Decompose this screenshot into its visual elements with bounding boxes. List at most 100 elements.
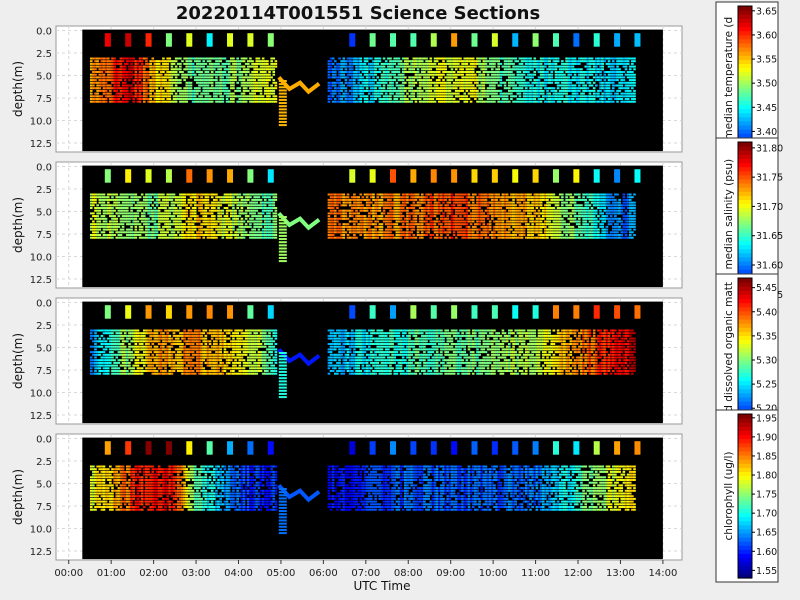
data-cell <box>467 71 471 73</box>
data-cell <box>202 220 206 223</box>
data-cell <box>168 234 172 236</box>
data-cell <box>440 95 443 98</box>
data-cell <box>232 57 235 60</box>
data-cell <box>512 87 515 90</box>
data-cell <box>115 212 119 215</box>
data-cell <box>236 201 239 204</box>
data-cell <box>541 95 545 98</box>
data-cell <box>590 84 594 87</box>
data-cell <box>359 217 363 220</box>
data-cell <box>106 73 110 76</box>
data-cell <box>145 65 148 68</box>
data-cell <box>550 76 554 79</box>
data-cell <box>333 220 337 223</box>
data-cell <box>359 193 363 196</box>
data-cell <box>575 95 579 98</box>
data-cell <box>132 87 136 90</box>
data-cell <box>423 95 426 98</box>
data-cell <box>446 100 450 103</box>
data-cell <box>191 71 195 73</box>
data-cell <box>204 76 208 79</box>
data-cell <box>166 76 169 79</box>
data-cell <box>153 87 157 90</box>
data-cell <box>236 100 239 103</box>
data-cell <box>561 76 564 79</box>
data-cell <box>113 100 116 103</box>
data-cell <box>89 234 93 236</box>
data-cell <box>204 231 208 234</box>
data-cell <box>189 81 193 84</box>
data-cell <box>544 65 547 68</box>
data-cell <box>230 68 233 71</box>
data-cell <box>578 95 581 98</box>
y-tick-label: 7.5 <box>36 94 52 105</box>
data-cell <box>230 225 233 228</box>
data-cell <box>350 225 354 228</box>
data-cell <box>249 212 252 215</box>
data-cell <box>187 57 191 60</box>
data-cell <box>524 89 528 92</box>
data-cell <box>200 209 203 212</box>
data-cell <box>176 68 180 71</box>
data-cell <box>365 68 369 71</box>
data-cell <box>123 98 127 100</box>
data-cell <box>338 87 341 90</box>
data-cell <box>573 57 577 60</box>
data-cell <box>578 84 581 87</box>
data-cell <box>96 57 99 60</box>
data-cell <box>594 65 598 68</box>
data-cell <box>140 60 144 63</box>
data-cell <box>440 92 443 95</box>
data-cell <box>134 231 138 234</box>
data-cell <box>147 212 150 215</box>
data-cell <box>420 68 424 71</box>
data-cell <box>355 196 358 199</box>
data-cell <box>365 204 369 207</box>
data-cell <box>172 220 176 223</box>
data-cell <box>266 209 269 212</box>
data-cell <box>174 198 178 201</box>
data-cell <box>599 60 602 63</box>
data-cell <box>104 84 108 87</box>
data-cell <box>191 231 195 234</box>
data-cell <box>206 217 210 220</box>
colorbar-swatch <box>738 100 752 105</box>
data-cell <box>376 193 380 196</box>
data-cell <box>484 71 488 73</box>
data-cell <box>227 79 231 82</box>
data-cell <box>327 193 331 196</box>
data-cell <box>367 62 371 65</box>
data-cell <box>227 100 231 103</box>
data-cell <box>261 57 265 60</box>
data-cell <box>183 228 186 231</box>
data-cell <box>397 65 401 68</box>
data-cell <box>491 84 494 87</box>
data-cell <box>183 62 186 65</box>
data-cell <box>359 207 363 209</box>
data-cell <box>100 76 104 79</box>
data-cell <box>128 95 131 98</box>
data-cell <box>425 95 428 98</box>
data-cell <box>493 73 496 76</box>
data-cell <box>240 196 244 199</box>
data-cell <box>582 92 585 95</box>
data-cell <box>249 76 252 79</box>
data-cell <box>599 95 602 98</box>
data-cell <box>382 100 386 103</box>
data-cell <box>92 228 95 231</box>
data-cell <box>111 100 114 103</box>
data-cell <box>238 65 242 68</box>
data-cell <box>268 98 271 100</box>
colorbar-swatch <box>738 92 752 97</box>
data-cell <box>251 215 254 218</box>
data-cell <box>463 65 467 68</box>
data-cell <box>520 84 524 87</box>
data-cell <box>537 60 541 63</box>
data-cell <box>349 33 356 47</box>
data-cell <box>365 234 369 236</box>
data-cell <box>115 231 119 234</box>
data-cell <box>278 111 287 114</box>
data-cell <box>168 209 172 212</box>
data-cell <box>527 71 530 73</box>
data-cell <box>427 95 430 98</box>
